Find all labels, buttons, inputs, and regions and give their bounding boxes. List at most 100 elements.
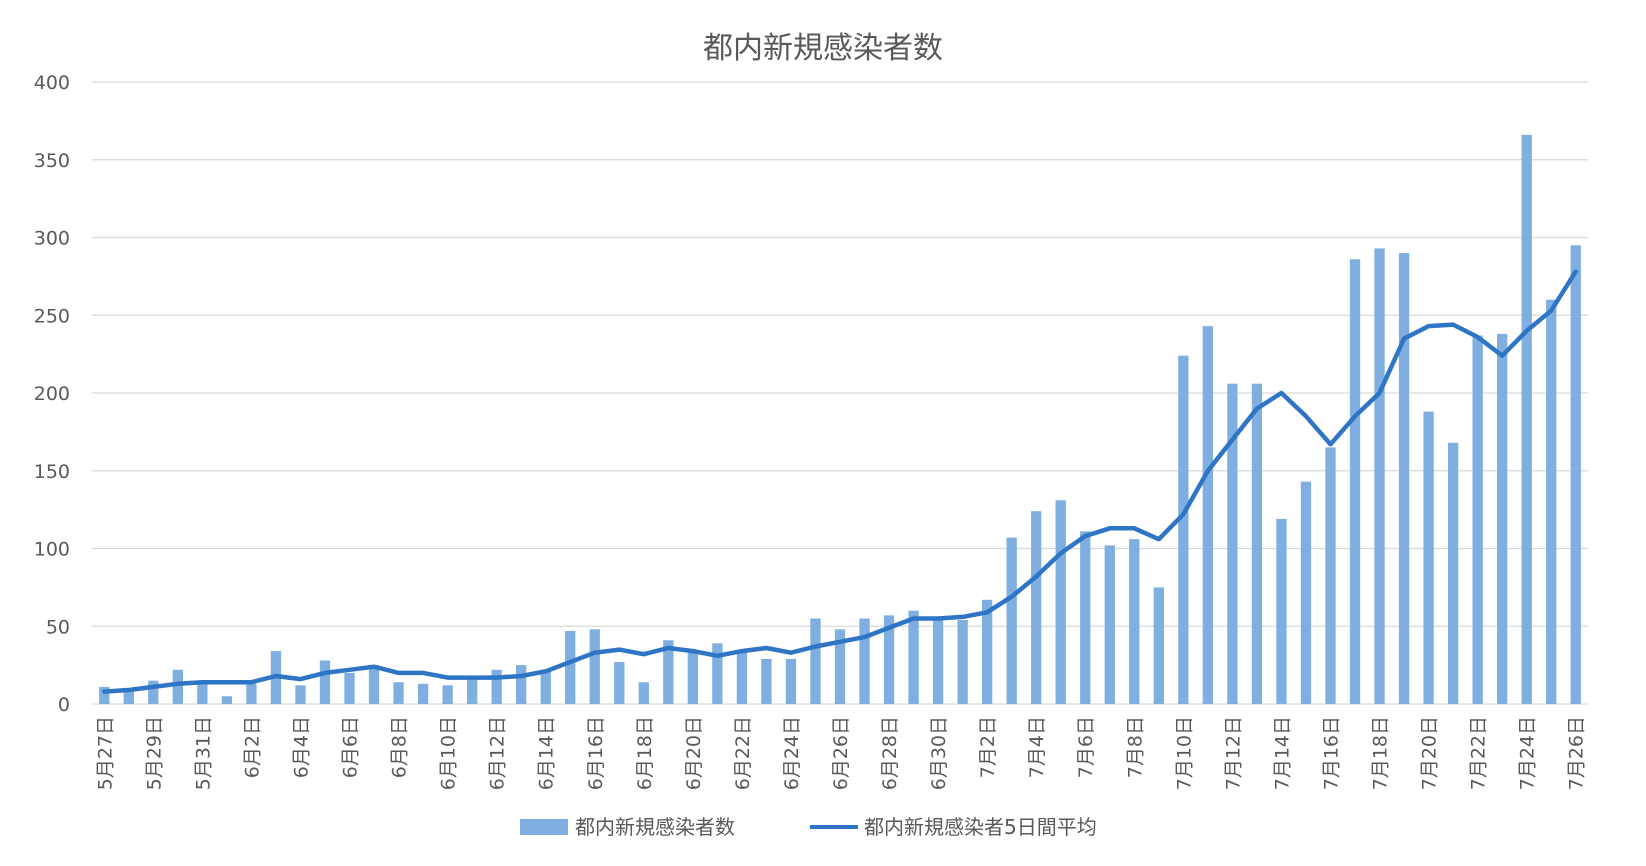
bar [1104, 545, 1115, 704]
bar [491, 669, 502, 704]
bar [172, 669, 183, 704]
line-point [912, 617, 915, 620]
bar [319, 660, 331, 704]
line-point [1402, 337, 1406, 340]
line-point [299, 677, 302, 681]
x-tick: 6月16日 [585, 716, 607, 790]
bar [785, 658, 797, 704]
line-point [446, 676, 449, 679]
x-tick: 5月27日 [94, 716, 116, 790]
bar [736, 652, 748, 704]
line-point [1500, 354, 1504, 357]
line-point [789, 651, 793, 654]
x-tick: 6月10日 [438, 716, 460, 790]
x-tick-label: 7月20日 [1419, 716, 1441, 790]
x-tick: 6月24日 [781, 716, 803, 790]
bar [1423, 411, 1434, 704]
bar [393, 682, 404, 704]
bar [638, 682, 649, 704]
bar [1227, 383, 1238, 704]
x-tick-label: 6月28日 [879, 716, 901, 790]
x-tick: 6月22日 [732, 716, 754, 790]
line-point [838, 640, 842, 643]
line-point [961, 615, 964, 619]
line-point [863, 635, 866, 639]
line-point [593, 651, 596, 654]
line-point [1059, 551, 1062, 555]
bar [614, 662, 625, 704]
bar [295, 685, 306, 704]
line-point [103, 690, 106, 693]
y-tick-label: 0 [58, 694, 70, 716]
bar [761, 658, 772, 704]
bar [368, 665, 380, 704]
gridlines [92, 81, 1588, 705]
x-tick: 6月18日 [634, 716, 656, 790]
x-tick-label: 5月27日 [94, 716, 116, 790]
line-point [1353, 415, 1357, 418]
x-tick-label: 7月14日 [1271, 716, 1293, 790]
chart-title: 都内新規感染者数 [703, 31, 943, 66]
y-tick-label: 400 [34, 72, 70, 94]
x-tick: 6月28日 [879, 716, 901, 790]
line-point [176, 682, 180, 685]
legend-bar-label: 都内新規感染者数 [575, 815, 735, 839]
bar [417, 683, 429, 704]
x-tick: 6月14日 [536, 716, 558, 790]
line-point [936, 617, 940, 620]
x-tick-label: 6月22日 [732, 716, 754, 790]
line-point [1476, 335, 1479, 339]
bar [1349, 259, 1361, 704]
x-tick-label: 6月20日 [683, 716, 705, 790]
bar [1521, 134, 1532, 704]
line-point [225, 681, 229, 684]
bar [1055, 500, 1066, 704]
bar [1546, 299, 1557, 704]
x-tick: 5月31日 [192, 716, 214, 790]
x-tick-label: 6月12日 [487, 716, 509, 790]
line-point [740, 649, 744, 653]
line-point [274, 674, 278, 678]
line-point [127, 688, 130, 692]
line-point [642, 653, 646, 656]
bar [123, 688, 134, 704]
bar [981, 599, 993, 704]
line-point [667, 646, 670, 650]
x-tick: 6月4日 [290, 716, 312, 778]
x-tick-label: 6月4日 [290, 716, 312, 778]
bar [1398, 253, 1410, 705]
x-tick-label: 6月8日 [389, 716, 411, 778]
y-tick-label: 350 [34, 150, 70, 172]
line-point [152, 685, 155, 689]
bar-series [99, 134, 1581, 705]
x-tick-label: 7月18日 [1370, 716, 1392, 790]
line-point [1182, 513, 1185, 516]
y-tick-label: 250 [34, 305, 70, 327]
bar [687, 651, 699, 704]
bar [932, 620, 944, 704]
x-tick: 7月26日 [1566, 716, 1588, 790]
line-point [1329, 443, 1332, 446]
line-point [201, 681, 204, 684]
bar [859, 618, 870, 704]
x-tick: 7月2日 [977, 716, 999, 778]
x-tick-label: 7月26日 [1566, 716, 1588, 790]
line-point [618, 648, 621, 651]
line-point [348, 668, 351, 671]
x-tick: 6月6日 [340, 716, 362, 778]
x-tick: 7月24日 [1517, 716, 1539, 790]
x-tick: 5月29日 [143, 716, 165, 790]
line-series [102, 269, 1578, 694]
x-tick-label: 6月26日 [830, 716, 852, 790]
y-tick-label: 200 [34, 383, 70, 405]
line-point [691, 649, 695, 653]
line-point [1084, 534, 1087, 538]
x-tick: 7月4日 [1026, 716, 1048, 778]
line-point [985, 611, 989, 614]
y-axis-ticks: 0 50 100 150 200 250 300 350 400 [34, 72, 70, 716]
x-tick: 6月26日 [830, 716, 852, 790]
bar [712, 643, 723, 704]
bar [442, 685, 453, 704]
line-point [421, 671, 425, 675]
